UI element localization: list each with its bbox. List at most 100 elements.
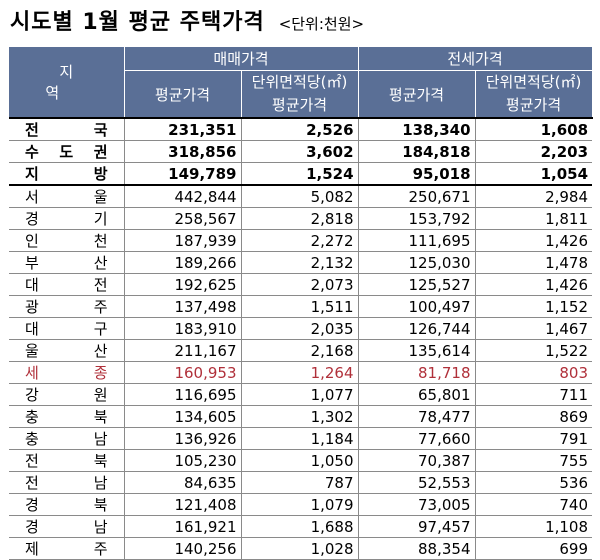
region-char: 주 — [93, 298, 108, 316]
region-char: 북 — [93, 452, 108, 470]
sale-unit-cell: 1,079 — [241, 493, 359, 516]
sale-unit-cell: 2,526 — [241, 117, 359, 141]
sale-unit-cell: 2,132 — [241, 251, 359, 274]
region-char: 충 — [25, 430, 39, 448]
jeonse-unit-cell: 1,152 — [475, 295, 593, 318]
jeonse-avg-cell: 78,477 — [358, 405, 476, 428]
region-char: 대 — [25, 276, 39, 294]
sale-unit-cell: 1,077 — [241, 383, 359, 406]
jeonse-avg-cell: 135,614 — [358, 339, 476, 362]
jeonse-unit-cell: 1,426 — [475, 229, 593, 252]
jeonse-unit-cell: 755 — [475, 449, 593, 472]
table-row: 세 종 160,953 1,264 81,718 803 — [9, 361, 593, 384]
sale-unit-cell: 2,272 — [241, 229, 359, 252]
sale-unit-cell: 2,168 — [241, 339, 359, 362]
sale-avg-cell: 84,635 — [124, 471, 242, 494]
sale-avg-cell: 137,498 — [124, 295, 242, 318]
sale-avg-cell: 149,789 — [124, 162, 242, 186]
title-bar: 시도별 1월 평균 주택가격 <단위:천원> — [10, 4, 364, 40]
region-char: 산 — [93, 342, 108, 360]
region-char: 서 — [25, 188, 39, 206]
region-char: 강 — [25, 386, 39, 404]
jeonse-avg-cell: 65,801 — [358, 383, 476, 406]
sale-avg-cell: 121,408 — [124, 493, 242, 516]
jeonse-unit-area-header-line2: 평균가격 — [505, 96, 562, 114]
region-char: 도 — [59, 143, 74, 161]
jeonse-avg-cell: 81,718 — [358, 361, 476, 384]
table-row: 광 주 137,498 1,511 100,497 1,152 — [9, 295, 593, 318]
region-char: 권 — [93, 143, 108, 161]
sale-avg-cell: 318,856 — [124, 140, 242, 163]
jeonse-avg-cell: 111,695 — [358, 229, 476, 252]
sale-avg-price-header: 평균가격 — [123, 70, 242, 119]
table-row: 전 북 105,230 1,050 70,387 755 — [9, 449, 593, 472]
sale-avg-cell: 160,953 — [124, 361, 242, 384]
sale-unit-cell: 2,818 — [241, 207, 359, 230]
sale-unit-cell: 1,511 — [241, 295, 359, 318]
region-char: 지 — [25, 165, 39, 183]
region-char: 남 — [93, 474, 108, 492]
sale-price-group-header: 매매가격 — [123, 46, 359, 71]
sale-unit-cell: 1,524 — [241, 162, 359, 186]
jeonse-avg-cell: 184,818 — [358, 140, 476, 163]
jeonse-unit-cell: 1,608 — [475, 117, 593, 141]
jeonse-unit-cell: 869 — [475, 405, 593, 428]
sale-unit-cell: 2,035 — [241, 317, 359, 340]
sale-avg-cell: 258,567 — [124, 207, 242, 230]
sale-unit-cell: 1,184 — [241, 427, 359, 450]
jeonse-unit-cell: 1,467 — [475, 317, 593, 340]
jeonse-avg-cell: 70,387 — [358, 449, 476, 472]
jeonse-avg-cell: 125,030 — [358, 251, 476, 274]
region-char: 북 — [93, 408, 108, 426]
region-char: 원 — [93, 386, 108, 404]
region-char: 전 — [93, 276, 108, 294]
jeonse-unit-cell: 1,054 — [475, 162, 593, 186]
region-char: 남 — [93, 518, 108, 536]
table-row: 경 북 121,408 1,079 73,005 740 — [9, 493, 593, 516]
sale-unit-cell: 1,688 — [241, 515, 359, 538]
region-char: 주 — [93, 540, 108, 558]
table-row: 서 울 442,844 5,082 250,671 2,984 — [9, 185, 593, 208]
region-char: 수 — [25, 143, 39, 161]
table-row: 지 방 149,789 1,524 95,018 1,054 — [9, 162, 593, 186]
jeonse-avg-cell: 97,457 — [358, 515, 476, 538]
table-row: 부 산 189,266 2,132 125,030 1,478 — [9, 251, 593, 274]
jeonse-avg-cell: 88,354 — [358, 537, 476, 560]
jeonse-unit-cell: 1,108 — [475, 515, 593, 538]
region-char: 대 — [25, 320, 39, 338]
region-char: 천 — [93, 232, 108, 250]
region-char: 전 — [25, 474, 39, 492]
sale-avg-cell: 231,351 — [124, 117, 242, 141]
region-char: 전 — [25, 121, 39, 139]
jeonse-avg-cell: 73,005 — [358, 493, 476, 516]
region-char: 구 — [93, 320, 108, 338]
table-row: 전 국 231,351 2,526 138,340 1,608 — [9, 117, 593, 141]
sale-avg-cell: 183,910 — [124, 317, 242, 340]
